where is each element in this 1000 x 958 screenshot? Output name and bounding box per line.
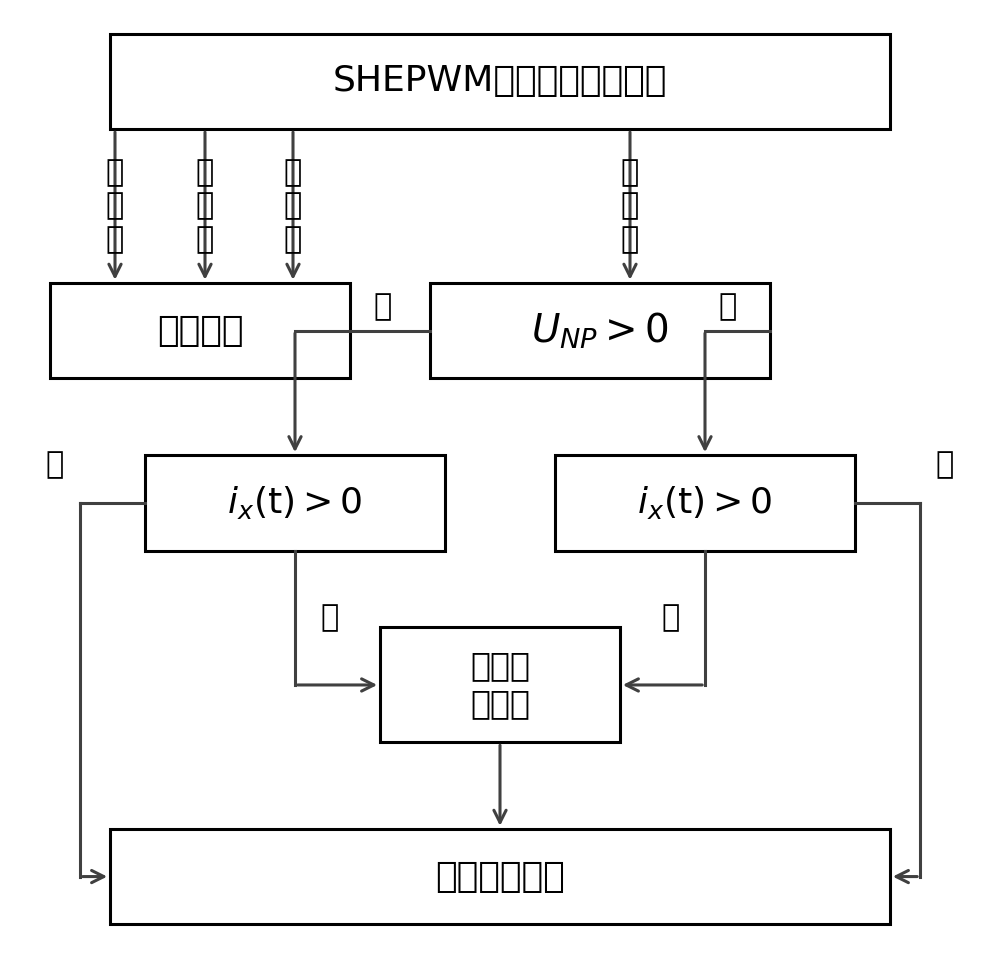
Bar — [145, 455, 445, 551]
Text: 是: 是 — [373, 292, 392, 321]
Text: 否: 否 — [662, 604, 680, 632]
Text: SHEPWM三相输出开关矢量: SHEPWM三相输出开关矢量 — [333, 64, 667, 99]
Text: 是: 是 — [936, 450, 954, 479]
Text: 大
矢
量: 大 矢 量 — [106, 158, 124, 254]
Bar — [110, 34, 890, 129]
Text: 小
矢
量: 小 矢 量 — [621, 158, 639, 254]
Bar — [110, 829, 890, 924]
Text: 中
矢
量: 中 矢 量 — [196, 158, 214, 254]
Text: 正小矢量输出: 正小矢量输出 — [435, 859, 565, 894]
Text: 否: 否 — [46, 450, 64, 479]
Text: $\mathit{i}_x\mathrm{(t)>0}$: $\mathit{i}_x\mathrm{(t)>0}$ — [637, 485, 773, 521]
Bar — [555, 455, 855, 551]
Bar — [50, 283, 350, 378]
Bar — [430, 283, 770, 378]
Text: $\mathit{i}_x\mathrm{(t)>0}$: $\mathit{i}_x\mathrm{(t)>0}$ — [227, 485, 363, 521]
Text: 零
矢
量: 零 矢 量 — [284, 158, 302, 254]
Text: 否: 否 — [718, 292, 737, 321]
Text: 照常输出: 照常输出 — [157, 313, 243, 348]
Bar — [380, 627, 620, 742]
Text: $\mathit{U}_{NP} > 0$: $\mathit{U}_{NP} > 0$ — [531, 310, 669, 351]
Text: 是: 是 — [320, 604, 338, 632]
Text: 负小矢
量输出: 负小矢 量输出 — [470, 650, 530, 720]
